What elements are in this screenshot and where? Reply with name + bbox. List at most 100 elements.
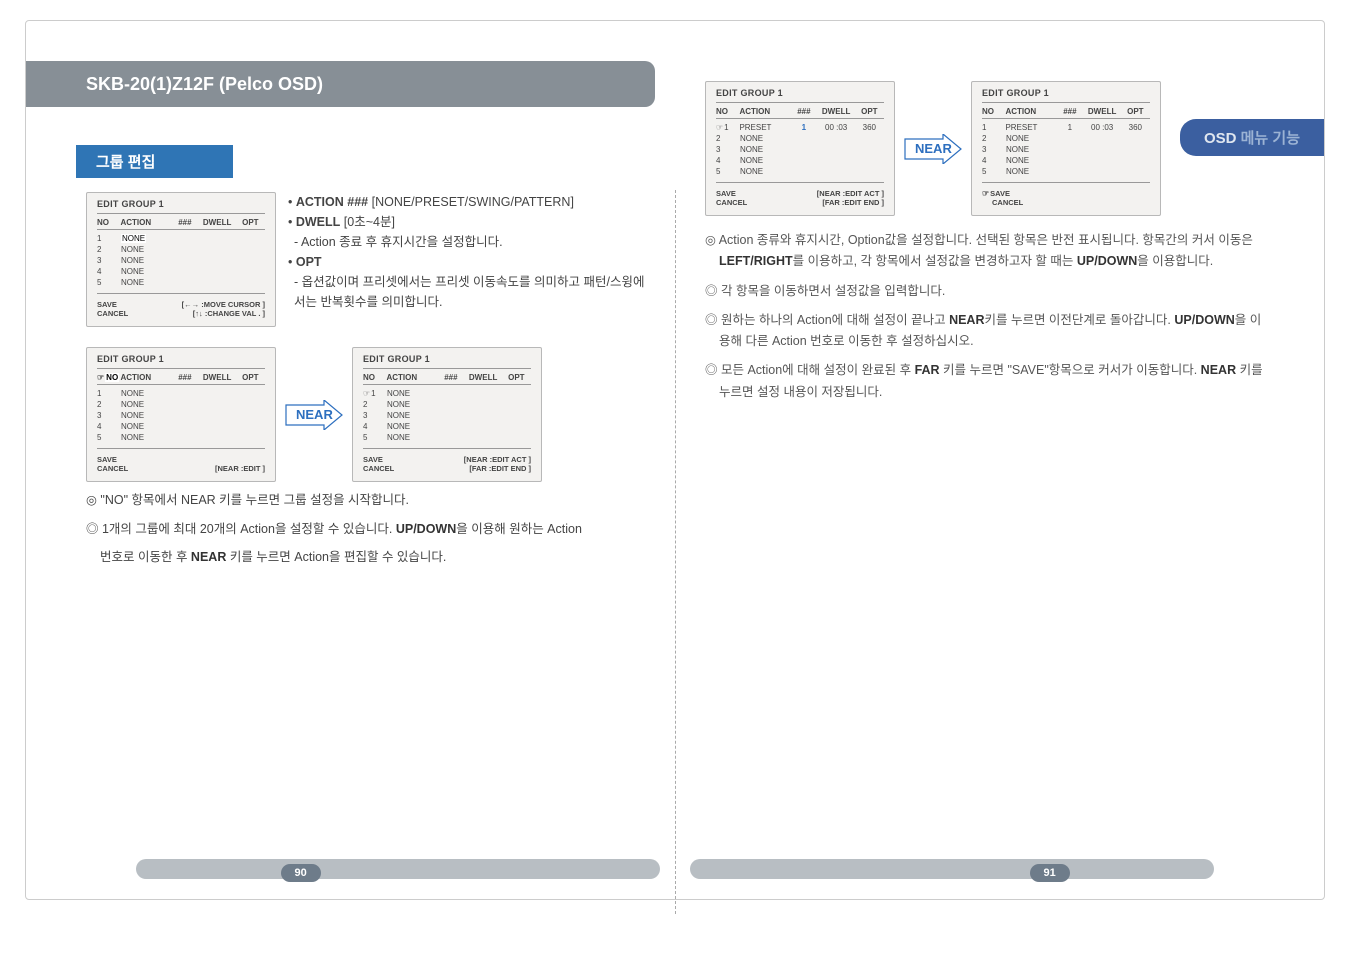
- panel-b-save: SAVE: [97, 455, 128, 464]
- col-opt: OPT: [502, 373, 531, 382]
- cell: 00 :03: [1084, 123, 1121, 132]
- cell: 5: [363, 433, 387, 442]
- cell: NONE: [121, 422, 173, 431]
- cell: 5: [982, 167, 1006, 176]
- left-page: SKB-20(1)Z12F (Pelco OSD) 그룹 편집 EDIT GRO…: [26, 21, 675, 899]
- col-opt: OPT: [236, 373, 265, 382]
- col-no: NO: [716, 107, 739, 116]
- page-spread: SKB-20(1)Z12F (Pelco OSD) 그룹 편집 EDIT GRO…: [0, 20, 1350, 974]
- r-p2: ◎ 각 항목을 이동하면서 설정값을 입력합니다.: [705, 281, 1264, 302]
- panel-d-hint2: [FAR :EDIT END ]: [817, 198, 884, 207]
- osd-panel-e: EDIT GROUP 1 NO ACTION ### DWELL OPT 1PR…: [971, 81, 1161, 216]
- cell: NONE: [121, 278, 173, 287]
- panel-a-title: EDIT GROUP 1: [97, 199, 265, 209]
- cell: NONE: [1006, 156, 1058, 165]
- cell: NONE: [740, 156, 792, 165]
- cell: NONE: [740, 145, 792, 154]
- col-hash: ###: [171, 373, 198, 382]
- panel-b-cancel: CANCEL: [97, 464, 128, 473]
- cell: 5: [716, 167, 740, 176]
- left-p2a: ◎ 1개의 그룹에 최대 20개의 Action을 설정할 수 있습니다.: [86, 522, 396, 536]
- col-no: NO: [982, 107, 1005, 116]
- spread-container: SKB-20(1)Z12F (Pelco OSD) 그룹 편집 EDIT GRO…: [25, 20, 1325, 900]
- col-hash: ###: [790, 107, 817, 116]
- col-dwell: DWELL: [465, 373, 502, 382]
- pagenum-bar-right: [690, 859, 1214, 879]
- panel-c-cancel: CANCEL: [363, 464, 394, 473]
- col-no: NO: [363, 373, 386, 382]
- osd-menu-tab: OSD 메뉴 기능: [1180, 119, 1324, 156]
- cell: NONE: [121, 400, 173, 409]
- left-body-text: ◎ "NO" 항목에서 NEAR 키를 누르면 그룹 설정을 시작합니다. ◎ …: [86, 490, 635, 568]
- r-p4d: NEAR: [1201, 363, 1236, 377]
- col-dwell: DWELL: [1084, 107, 1121, 116]
- cell: NONE: [121, 256, 173, 265]
- right-page: OSD 메뉴 기능 EDIT GROUP 1 NO ACTION ### DWE…: [675, 21, 1324, 899]
- cell: 5: [97, 433, 121, 442]
- near-label: NEAR: [296, 407, 333, 422]
- cell: 360: [1121, 123, 1150, 132]
- panel-e-title: EDIT GROUP 1: [982, 88, 1150, 98]
- cell: NONE: [121, 433, 173, 442]
- panel-a-header: NO ACTION ### DWELL OPT: [97, 218, 265, 227]
- left-p3a: 번호로 이동한 후: [100, 550, 191, 564]
- pagenum-bar-left: [136, 859, 660, 879]
- col-opt: OPT: [1121, 107, 1150, 116]
- cell: NONE: [387, 411, 439, 420]
- cell: NONE: [387, 422, 439, 431]
- near-arrow-1: NEAR: [284, 400, 344, 430]
- col-action: ACTION: [1005, 107, 1056, 116]
- panel-c-hint1: [NEAR :EDIT ACT ]: [464, 455, 531, 464]
- panel-c-title: EDIT GROUP 1: [363, 354, 531, 364]
- cell: NONE: [1006, 167, 1058, 176]
- cell: 1: [724, 123, 728, 132]
- cell: 1: [97, 389, 121, 398]
- bullet-opt-label: OPT: [296, 255, 322, 269]
- bullet-dwell-label: DWELL: [296, 215, 340, 229]
- cell: 5: [97, 278, 121, 287]
- r-p1e: 을 이용합니다.: [1137, 254, 1213, 268]
- bullet-dwell-desc: - Action 종료 후 휴지시간을 설정합니다.: [288, 232, 655, 252]
- cell: 2: [97, 245, 121, 254]
- col-no: NO: [97, 218, 120, 227]
- cell-hl: NONE: [121, 234, 146, 243]
- center-divider: [675, 190, 676, 914]
- cell: NONE: [387, 400, 439, 409]
- osd-panel-d: EDIT GROUP 1 NO ACTION ### DWELL OPT ☞1P…: [705, 81, 895, 216]
- cell: NONE: [121, 267, 173, 276]
- cell: PRESET: [1005, 123, 1056, 132]
- osd-tab-main: OSD: [1204, 130, 1237, 147]
- col-opt: OPT: [855, 107, 884, 116]
- cell: NONE: [1006, 134, 1058, 143]
- col-action: ACTION: [120, 373, 171, 382]
- pagenum-right: 91: [1030, 864, 1070, 882]
- cell: 3: [982, 145, 1006, 154]
- col-action: ACTION: [739, 107, 790, 116]
- cell: 4: [97, 422, 121, 431]
- panel-d-title: EDIT GROUP 1: [716, 88, 884, 98]
- cell: 4: [363, 422, 387, 431]
- pagenum-left: 90: [281, 864, 321, 882]
- r-p4a: ◎ 모든 Action에 대해 설정이 완료된 후: [705, 363, 915, 377]
- cell: 3: [363, 411, 387, 420]
- bullet-action-val: [NONE/PRESET/SWING/PATTERN]: [372, 195, 574, 209]
- r-p3c: 키를 누르면 이전단계로 돌아갑니다.: [984, 313, 1174, 327]
- col-hash: ###: [171, 218, 198, 227]
- bullet-dwell-val: [0초~4분]: [344, 215, 395, 229]
- cell: NONE: [1006, 145, 1058, 154]
- cell: 2: [363, 400, 387, 409]
- r-p1b: LEFT/RIGHT: [719, 254, 793, 268]
- panel-a-hint1: [←→ :MOVE CURSOR ]: [182, 300, 265, 309]
- section-title: 그룹 편집: [76, 145, 225, 178]
- cell: 1: [1056, 123, 1083, 132]
- cell: NONE: [740, 167, 792, 176]
- cell: 2: [982, 134, 1006, 143]
- cell: 4: [716, 156, 740, 165]
- cell: 2: [97, 400, 121, 409]
- cell: 1: [371, 389, 375, 398]
- cell: NONE: [121, 389, 173, 398]
- left-p3b: NEAR: [191, 550, 226, 564]
- r-p3b: NEAR: [949, 313, 984, 327]
- osd-tab-sub: 메뉴 기능: [1236, 130, 1300, 147]
- cell: 2: [716, 134, 740, 143]
